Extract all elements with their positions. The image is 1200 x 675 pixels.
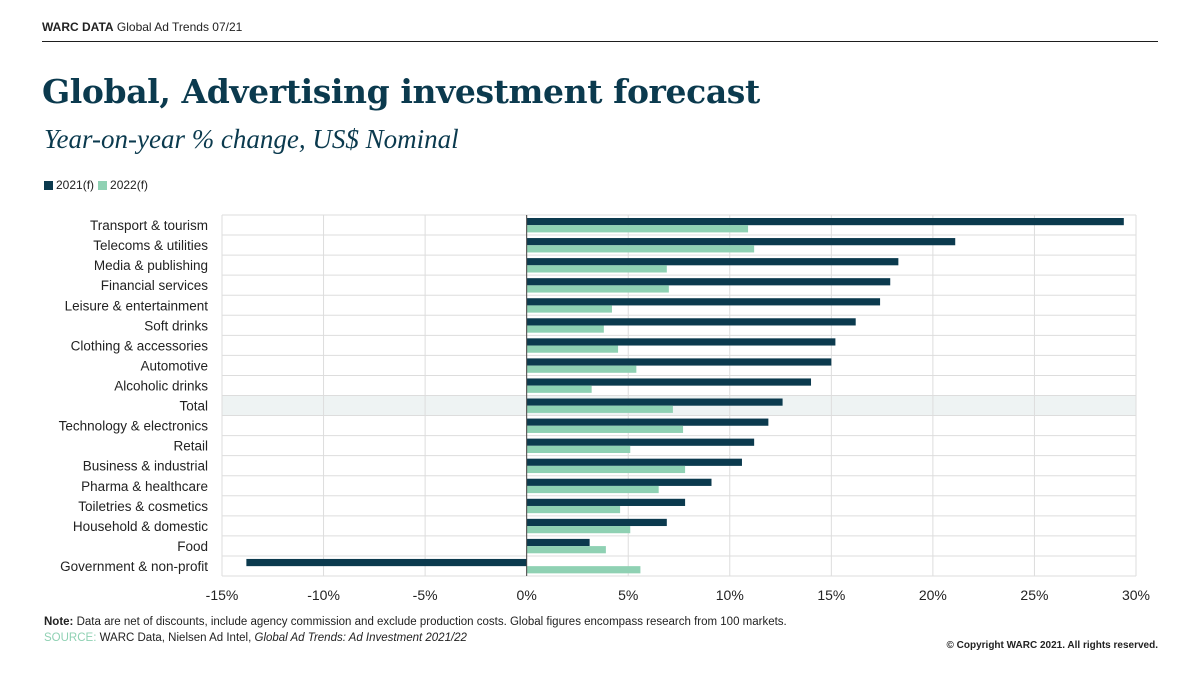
source-line: SOURCE: WARC Data, Nielsen Ad Intel, Glo… xyxy=(44,632,467,644)
source-label: SOURCE: xyxy=(44,632,97,644)
x-tick-label: 15% xyxy=(817,587,845,603)
x-tick-label: 5% xyxy=(618,587,638,603)
bar-2021 xyxy=(526,238,956,246)
bar-2021 xyxy=(526,478,712,486)
copyright: © Copyright WARC 2021. All rights reserv… xyxy=(946,640,1159,651)
bar-2022 xyxy=(526,365,637,373)
category-label: Food xyxy=(177,539,208,554)
x-tick-label: 25% xyxy=(1020,587,1048,603)
bar-2022 xyxy=(526,325,604,333)
note-text: Data are net of discounts, include agenc… xyxy=(73,616,787,628)
legend-swatch-2021 xyxy=(44,180,53,190)
source-text: WARC Data, Nielsen Ad Intel, xyxy=(96,632,255,644)
category-label: Toiletries & cosmetics xyxy=(78,499,208,514)
x-tick-label: -15% xyxy=(206,587,239,603)
header-bar: WARC DATA Global Ad Trends 07/21 xyxy=(42,20,242,34)
bar-2021 xyxy=(526,318,856,326)
bar-2021 xyxy=(526,418,769,426)
category-label: Financial services xyxy=(101,278,209,293)
category-label: Total xyxy=(179,399,208,414)
footnote: Note: Data are net of discounts, include… xyxy=(44,616,787,628)
bar-2021 xyxy=(526,518,667,527)
chart-title: Global, Advertising investment forecast xyxy=(42,72,760,111)
bar-2022 xyxy=(526,305,612,313)
legend-label-2021: 2021(f) xyxy=(56,178,95,192)
category-label: Technology & electronics xyxy=(59,419,209,434)
category-label: Retail xyxy=(173,439,208,454)
legend-swatch-2022 xyxy=(98,180,108,190)
bar-2022 xyxy=(526,546,606,554)
bar-2021 xyxy=(526,358,832,366)
legend-label-2022: 2022(f) xyxy=(110,178,149,192)
x-tick-label: -5% xyxy=(413,587,438,603)
category-label: Leisure & entertainment xyxy=(65,298,209,313)
bar-2021 xyxy=(526,258,899,266)
bar-2022 xyxy=(526,425,684,433)
x-tick-label: -10% xyxy=(307,587,340,603)
bar-2022 xyxy=(526,285,669,293)
legend-item-2021: 2021(f) xyxy=(44,178,94,192)
bar-2022 xyxy=(526,505,621,514)
category-label: Transport & tourism xyxy=(90,218,208,233)
category-label: Pharma & healthcare xyxy=(81,479,208,494)
bar-2021 xyxy=(246,558,527,567)
bar-2021 xyxy=(526,398,783,406)
category-label: Clothing & accessories xyxy=(71,338,209,353)
x-tick-label: 0% xyxy=(517,587,537,603)
category-label: Media & publishing xyxy=(94,258,208,273)
bar-2021 xyxy=(526,458,742,466)
category-label: Business & industrial xyxy=(83,459,208,474)
bar-2022 xyxy=(526,485,659,494)
note-label: Note: xyxy=(44,616,74,628)
x-tick-label: 10% xyxy=(716,587,744,603)
source-publication: Global Ad Trends: Ad Investment 2021/22 xyxy=(254,632,467,644)
bar-2021 xyxy=(526,498,686,506)
bar-2022 xyxy=(526,265,667,273)
bar-2022 xyxy=(526,405,673,413)
bar-2021 xyxy=(526,338,836,346)
bar-2022 xyxy=(526,385,592,393)
bar-2022 xyxy=(526,245,755,253)
chart-subtitle: Year-on-year % change, US$ Nominal xyxy=(44,124,459,154)
bar-2022 xyxy=(526,465,686,474)
x-tick-label: 30% xyxy=(1122,587,1150,603)
category-label: Household & domestic xyxy=(73,519,208,534)
header-divider xyxy=(42,41,1158,42)
bar-2021 xyxy=(526,218,1124,226)
category-label: Telecoms & utilities xyxy=(93,238,208,253)
report-label: Global Ad Trends 07/21 xyxy=(116,20,243,34)
bar-2022 xyxy=(526,526,631,534)
bar-2021 xyxy=(526,438,755,446)
bar-2021 xyxy=(526,298,881,306)
bar-2022 xyxy=(526,345,619,353)
chart-legend: 2021(f) 2022(f) xyxy=(44,178,152,192)
category-label: Alcoholic drinks xyxy=(114,378,208,393)
bar-2021 xyxy=(526,378,812,386)
category-label: Automotive xyxy=(140,358,208,373)
legend-item-2022: 2022(f) xyxy=(98,178,148,192)
bar-chart: Transport & tourism Telecoms & utilities M… xyxy=(59,214,1150,603)
bar-2022 xyxy=(526,445,631,454)
bar-2021 xyxy=(526,538,590,547)
brand-label: WARC DATA xyxy=(42,20,114,34)
category-label: Soft drinks xyxy=(144,318,208,333)
x-tick-label: 20% xyxy=(919,587,947,603)
bar-2022 xyxy=(526,566,641,574)
category-label: Government & non-profit xyxy=(60,559,208,574)
bar-2022 xyxy=(526,225,749,233)
bar-2021 xyxy=(526,278,891,286)
